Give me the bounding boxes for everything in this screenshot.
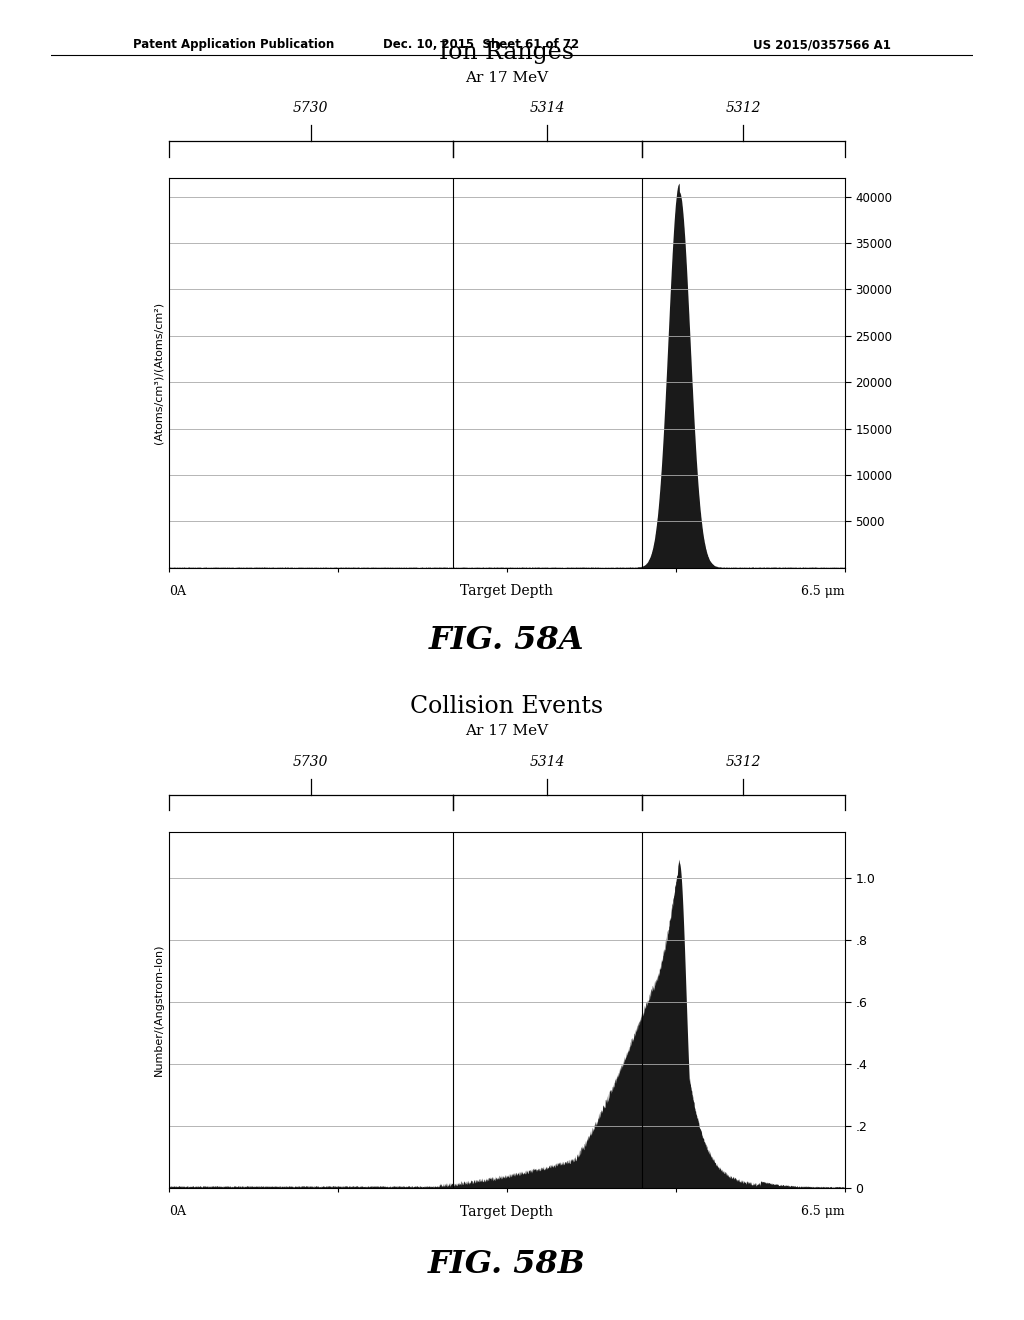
- Text: 6.5 μm: 6.5 μm: [801, 585, 845, 598]
- Text: FIG. 58B: FIG. 58B: [428, 1249, 586, 1280]
- Text: 5314: 5314: [529, 755, 565, 768]
- Text: Ion Ranges: Ion Ranges: [439, 41, 574, 65]
- Text: Collision Events: Collision Events: [411, 694, 603, 718]
- Y-axis label: Number/(Angstrom-Ion): Number/(Angstrom-Ion): [154, 944, 164, 1076]
- Text: 5730: 5730: [293, 755, 329, 768]
- Text: Target Depth: Target Depth: [461, 1205, 553, 1218]
- Text: Ar 17 MeV: Ar 17 MeV: [465, 725, 549, 738]
- Text: Target Depth: Target Depth: [461, 585, 553, 598]
- Y-axis label: (Atoms/cm³)/(Atoms/cm²): (Atoms/cm³)/(Atoms/cm²): [154, 302, 164, 444]
- Text: FIG. 58A: FIG. 58A: [429, 624, 585, 656]
- Text: 5730: 5730: [293, 102, 329, 115]
- Text: 0A: 0A: [169, 1205, 186, 1218]
- Text: US 2015/0357566 A1: US 2015/0357566 A1: [753, 38, 891, 51]
- Text: Patent Application Publication: Patent Application Publication: [133, 38, 335, 51]
- Text: 5314: 5314: [529, 102, 565, 115]
- Text: 6.5 μm: 6.5 μm: [801, 1205, 845, 1218]
- Text: Ar 17 MeV: Ar 17 MeV: [465, 71, 549, 84]
- Text: 5312: 5312: [726, 102, 761, 115]
- Text: 0A: 0A: [169, 585, 186, 598]
- Text: Dec. 10, 2015  Sheet 61 of 72: Dec. 10, 2015 Sheet 61 of 72: [383, 38, 580, 51]
- Text: 5312: 5312: [726, 755, 761, 768]
